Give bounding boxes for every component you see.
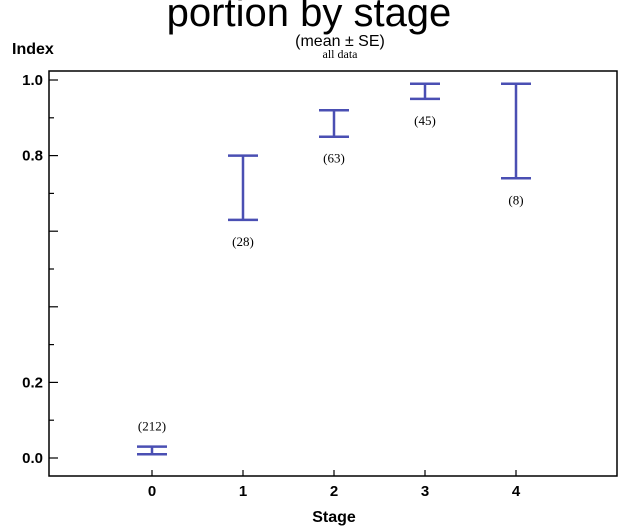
x-tick-label: 1 — [239, 483, 247, 500]
error-bar — [319, 108, 349, 138]
x-tick-label: 2 — [330, 483, 338, 500]
plot-frame — [48, 70, 618, 477]
x-tick-label: 3 — [421, 483, 429, 500]
error-bar — [137, 445, 167, 456]
y-axis-label: Index — [12, 41, 54, 58]
sample-size-label: (212) — [138, 419, 166, 434]
sample-size-label: (28) — [232, 234, 254, 249]
panel-label: all data — [323, 47, 359, 61]
sample-size-label: (8) — [508, 192, 523, 207]
y-axis-ticks: 0.0 0.2 0.8 1.0 — [22, 72, 58, 467]
x-tick-label: 0 — [148, 483, 156, 500]
chart-subtitle: (mean ± SE) — [295, 33, 385, 50]
chart-title-fragment: portion by stage — [167, 0, 452, 35]
error-bar — [501, 82, 531, 180]
sample-size-labels: (212) (28) (63) (45) (8) — [138, 113, 524, 434]
x-axis-ticks: 0 1 2 3 4 — [148, 470, 521, 500]
y-tick-label: 0.2 — [22, 374, 43, 391]
sample-size-label: (45) — [414, 113, 436, 128]
x-tick-label: 4 — [512, 483, 521, 500]
y-tick-label: 0.8 — [22, 148, 43, 165]
error-bars — [137, 82, 531, 456]
error-bar — [410, 82, 440, 101]
y-tick-label: 1.0 — [22, 72, 43, 89]
error-bar — [228, 154, 258, 222]
sample-size-label: (63) — [323, 151, 345, 166]
y-tick-label: 0.0 — [22, 450, 43, 467]
x-axis-label: Stage — [312, 509, 356, 526]
